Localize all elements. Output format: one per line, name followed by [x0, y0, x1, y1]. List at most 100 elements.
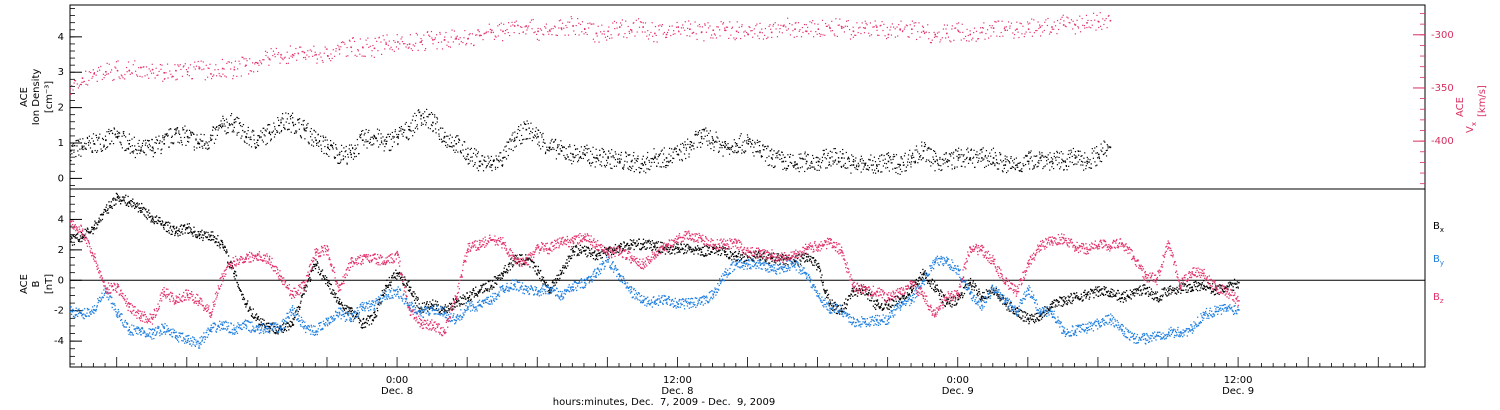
bottom-cloud-bx — [108, 201, 110, 203]
bottom-cloud-bx — [155, 215, 158, 217]
top-cloud-ion-density — [82, 148, 84, 151]
top-cloud-ion-density — [232, 129, 234, 131]
bottom-cloud-bx — [431, 303, 433, 306]
top-cloud-ion-density — [1080, 155, 1082, 158]
top-cloud-ion-density — [804, 153, 806, 155]
top-cloud-ion-density — [810, 162, 812, 164]
top-cloud-ion-density — [734, 142, 736, 144]
top-cloud-ion-density — [132, 152, 134, 154]
top-cloud-ion-density — [1082, 164, 1084, 166]
top-cloud-vx — [160, 68, 162, 70]
top-cloud-vx — [247, 73, 250, 75]
top-cloud-vx — [809, 21, 811, 23]
top-cloud-ion-density — [350, 144, 353, 146]
top-cloud-ion-density — [82, 138, 84, 140]
bottom-cloud-bx — [231, 262, 233, 264]
bottom-cloud-bx — [521, 254, 523, 256]
top-cloud-ion-density — [620, 158, 622, 160]
top-cloud-vx — [458, 38, 460, 40]
top-cloud-ion-density — [888, 157, 891, 159]
top-cloud-ion-density — [400, 128, 402, 130]
bottom-cloud-bx — [385, 285, 388, 287]
top-cloud-ion-density — [618, 158, 621, 160]
top-cloud-vx — [918, 22, 920, 24]
bottom-cloud-bx — [90, 231, 92, 233]
top-cloud-vx — [1006, 29, 1009, 31]
top-cloud-vx — [393, 50, 395, 52]
top-cloud-vx — [473, 44, 475, 46]
top-point-ion-density — [116, 135, 119, 138]
top-cloud-ion-density — [1000, 153, 1002, 155]
top-cloud-vx — [99, 69, 101, 71]
top-cloud-ion-density — [830, 165, 832, 167]
bottom-cloud-bx — [770, 256, 772, 258]
top-cloud-ion-density — [92, 133, 95, 135]
bottom-cloud-bx — [542, 276, 545, 279]
top-cloud-vx — [484, 32, 486, 34]
top-cloud-ion-density — [794, 161, 796, 163]
top-cloud-vx — [69, 87, 72, 90]
top-cloud-ion-density — [806, 168, 808, 170]
top-cloud-ion-density — [187, 137, 189, 139]
top-cloud-vx — [428, 34, 430, 36]
bottom-cloud-bx — [786, 256, 788, 258]
top-cloud-ion-density — [356, 138, 358, 141]
bottom-cloud-bx — [740, 257, 743, 260]
top-cloud-ion-density — [555, 158, 558, 160]
top-cloud-ion-density — [1073, 163, 1075, 166]
top-cloud-vx — [115, 61, 118, 63]
top-cloud-ion-density — [430, 124, 433, 126]
top-cloud-vx — [338, 46, 340, 48]
top-cloud-vx — [699, 26, 701, 28]
bottom-cloud-bx — [771, 260, 773, 263]
bottom-cloud-bx — [706, 246, 709, 248]
bottom-cloud-bx — [447, 307, 450, 310]
bottom-cloud-bx — [634, 242, 637, 244]
top-cloud-ion-density — [637, 158, 639, 160]
top-cloud-ion-density — [488, 161, 490, 163]
bottom-cloud-bx — [383, 292, 386, 294]
top-cloud-vx — [704, 23, 706, 25]
bottom-cloud-bx — [633, 242, 636, 244]
top-cloud-vx — [452, 41, 454, 43]
top-cloud-vx — [671, 25, 673, 27]
top-cloud-vx — [253, 71, 255, 73]
top-cloud-ion-density — [588, 147, 590, 150]
top-cloud-vx — [310, 50, 313, 52]
top-cloud-ion-density — [951, 164, 953, 166]
top-cloud-vx — [890, 34, 893, 36]
top-cloud-ion-density — [1074, 150, 1077, 153]
top-cloud-vx — [744, 35, 746, 37]
top-point-ion-density — [770, 157, 773, 159]
top-cloud-vx — [220, 76, 222, 78]
top-cloud-ion-density — [1051, 166, 1053, 168]
bottom-cloud-bx — [148, 209, 150, 211]
top-cloud-ion-density — [841, 153, 844, 155]
top-cloud-ion-density — [523, 123, 526, 125]
bottom-cloud-bx — [338, 300, 340, 303]
top-cloud-ion-density — [1074, 163, 1076, 165]
bottom-cloud-bx — [331, 291, 333, 293]
bottom-cloud-bx — [131, 200, 133, 203]
top-point-ion-density — [81, 146, 84, 149]
top-cloud-vx — [394, 41, 396, 43]
top-cloud-ion-density — [380, 140, 383, 142]
bottom-cloud-bx — [563, 267, 566, 269]
bottom-cloud-bx — [683, 243, 685, 245]
top-cloud-ion-density — [792, 154, 794, 156]
bottom-point-bx — [1203, 284, 1205, 287]
top-cloud-ion-density — [1034, 164, 1037, 166]
top-cloud-ion-density — [940, 165, 942, 167]
top-cloud-vx — [195, 65, 198, 67]
top-cloud-ion-density — [903, 155, 906, 157]
top-cloud-ion-density — [858, 164, 860, 166]
top-cloud-vx — [545, 23, 548, 25]
top-cloud-ion-density — [228, 123, 230, 125]
top-cloud-vx — [85, 83, 87, 85]
top-cloud-ion-density — [848, 160, 850, 162]
top-point-vx — [840, 27, 843, 29]
bottom-cloud-bx — [326, 276, 328, 279]
top-cloud-ion-density — [807, 167, 809, 169]
top-cloud-vx — [962, 31, 964, 34]
top-cloud-ion-density — [155, 142, 157, 144]
